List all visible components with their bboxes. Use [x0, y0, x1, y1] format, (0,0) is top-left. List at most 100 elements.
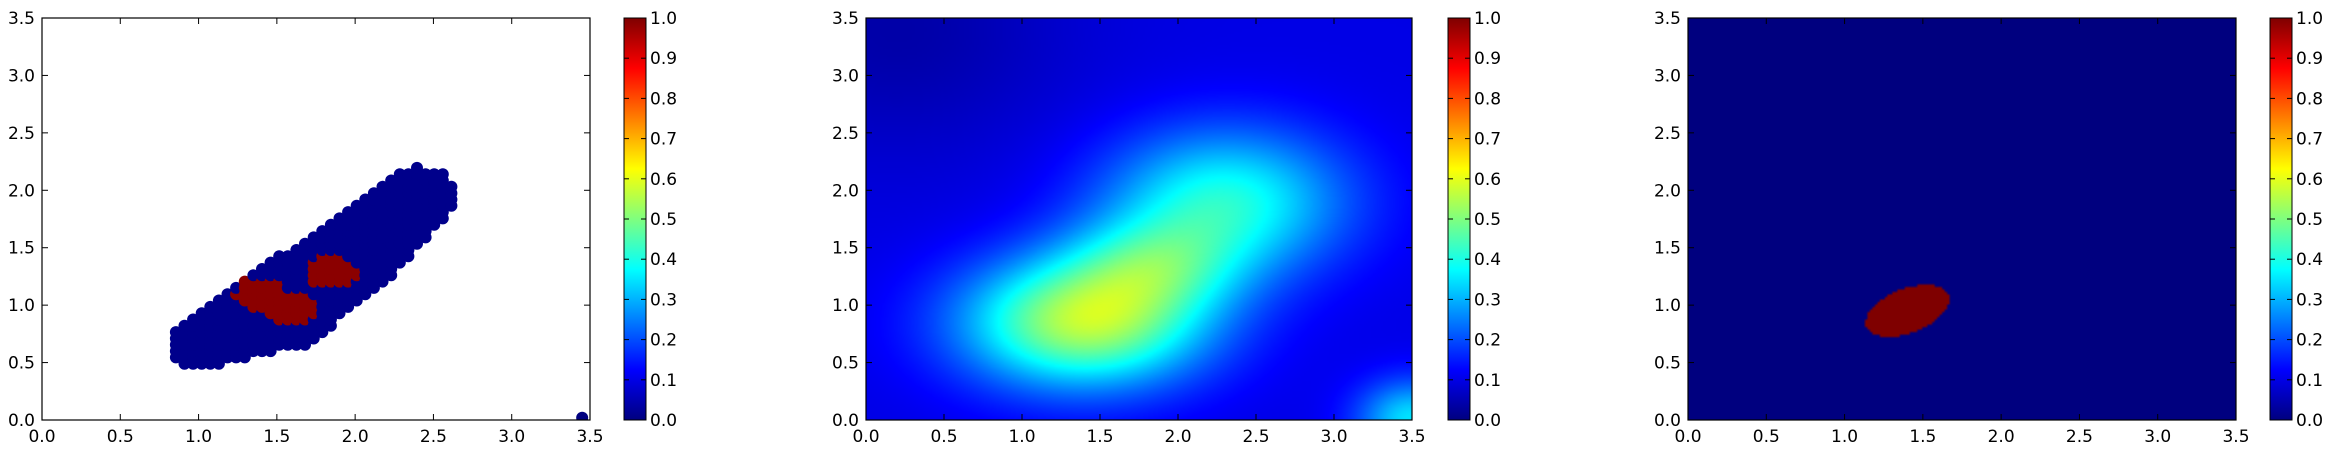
colorbar-tick-label: 0.7 [650, 130, 677, 150]
x-tick-label: 2.5 [2066, 427, 2093, 447]
point-low [402, 168, 415, 181]
y-tick-label: 2.5 [8, 124, 35, 144]
y-tick-label: 3.0 [832, 66, 859, 86]
point-low [204, 300, 217, 313]
subplot-2: 0.0 0.5 1.0 1.5 2.0 2.5 3.0 3.5 0.0 0.5 1.0 1.5 2.0 2… [832, 9, 1501, 447]
colorbar-tick-label: 0.5 [1474, 210, 1501, 230]
point-low [273, 250, 286, 263]
colorbar-tick-label: 0.9 [2296, 49, 2323, 69]
y-tick-label: 3.5 [832, 9, 859, 29]
axes-frame [865, 17, 1413, 421]
y-tick-label: 0.5 [8, 354, 35, 374]
x-tick-label: 2.5 [1242, 427, 1269, 447]
point-low [436, 168, 449, 181]
y-tick-label: 0.0 [8, 411, 35, 431]
colorbar-tick-label: 0.6 [650, 170, 677, 190]
colorbar-tick-label: 0.0 [2296, 411, 2323, 431]
y-tick-label: 2.5 [832, 124, 859, 144]
colorbar-tick-label: 0.6 [1474, 170, 1501, 190]
colorbar: 0.0 0.1 0.2 0.3 0.4 0.5 0.6 0.7 0.8 0.9 1.0 [2269, 9, 2323, 431]
x-tick-label: 3.0 [1320, 427, 1347, 447]
colorbar-tick-label: 0.6 [2296, 170, 2323, 190]
point-low [376, 180, 389, 193]
y-tick-label: 1.0 [832, 296, 859, 316]
heatmap-image [1688, 18, 2236, 420]
colorbar-tick-label: 0.3 [650, 290, 677, 310]
y-tick-label: 2.0 [1654, 181, 1681, 201]
point-low [264, 256, 277, 269]
x-tick-label: 0.5 [107, 427, 134, 447]
y-tick-label: 2.0 [8, 181, 35, 201]
colorbar-tick-label: 0.0 [650, 411, 677, 431]
point-low [359, 193, 372, 206]
colorbar-tick-label: 0.4 [1474, 250, 1501, 270]
subplot-3: 0.0 0.5 1.0 1.5 2.0 2.5 3.0 3.5 0.0 0.5 1.0 1.5 2.0 2… [1654, 9, 2323, 447]
y-tick-label: 0.0 [832, 411, 859, 431]
x-tick-label: 2.5 [420, 427, 447, 447]
point-low [307, 231, 320, 244]
x-tick-label: 3.5 [2222, 427, 2249, 447]
y-tick-label: 3.5 [8, 9, 35, 29]
colorbar-tick-label: 0.5 [2296, 210, 2323, 230]
point-low [385, 174, 398, 187]
x-tick-label: 1.0 [1831, 427, 1858, 447]
colorbar-tick-label: 0.8 [650, 89, 677, 109]
x-tick-label: 2.0 [1164, 427, 1191, 447]
point-low [428, 168, 441, 181]
colorbar-tick-label: 0.2 [1474, 331, 1501, 351]
point-low [221, 288, 234, 301]
point-low [324, 218, 337, 231]
colorbar-tick-label: 0.8 [2296, 89, 2323, 109]
colorbar-tick-label: 0.1 [650, 371, 677, 391]
colorbar-tick-label: 0.2 [2296, 331, 2323, 351]
point-low [178, 319, 191, 332]
colorbar-tick-label: 0.5 [650, 210, 677, 230]
x-tick-label: 1.0 [185, 427, 212, 447]
point-low [290, 244, 303, 256]
colorbar-tick-label: 1.0 [1474, 9, 1501, 29]
x-tick-label: 3.5 [576, 427, 603, 447]
subplot-1: 0.0 0.5 1.0 1.5 2.0 2.5 3.0 3.5 0.0 0.5 1.0 1.5 2.0 2… [8, 9, 677, 447]
colorbar-tick-label: 0.4 [650, 250, 677, 270]
colorbar-tick-label: 0.0 [1474, 411, 1501, 431]
y-tick-label: 1.0 [8, 296, 35, 316]
point-low [299, 237, 311, 250]
colorbar-tick-label: 0.7 [2296, 130, 2323, 150]
x-tick-label: 3.0 [498, 427, 525, 447]
x-tick-label: 1.5 [263, 427, 290, 447]
point-low [333, 212, 346, 225]
x-tick-label: 3.5 [1398, 427, 1425, 447]
axes-frame [1687, 17, 2237, 421]
colorbar-tick-label: 0.9 [1474, 49, 1501, 69]
point-low [187, 313, 200, 326]
x-tick-label: 2.0 [342, 427, 369, 447]
colorbar-tick-label: 0.1 [1474, 371, 1501, 391]
y-tick-label: 3.0 [1654, 66, 1681, 86]
colorbar-tick-label: 0.2 [650, 331, 677, 351]
point-low [230, 281, 243, 294]
x-tick-label: 2.0 [1988, 427, 2015, 447]
point-low [281, 250, 294, 263]
colorbar-tick-label: 0.4 [2296, 250, 2323, 270]
y-tick-label: 1.0 [1654, 296, 1681, 316]
colorbar: 0.0 0.1 0.2 0.3 0.4 0.5 0.6 0.7 0.8 0.9 1.0 [623, 9, 677, 431]
x-tick-label: 3.0 [2144, 427, 2171, 447]
axes-frame [41, 17, 591, 421]
point-outlier [576, 411, 589, 420]
y-tick-label: 0.5 [1654, 354, 1681, 374]
y-tick-label: 3.0 [8, 66, 35, 86]
heatmap-image [866, 18, 1412, 420]
point-low [411, 161, 423, 174]
point-low [256, 263, 268, 275]
x-tick-label: 0.5 [930, 427, 957, 447]
x-tick-label: 0.0 [852, 427, 879, 447]
x-tick-label: 0.5 [1753, 427, 1780, 447]
point-low [195, 307, 208, 320]
point-low [393, 168, 406, 181]
y-tick-label: 2.5 [1654, 124, 1681, 144]
point-low [419, 168, 432, 181]
y-tick-label: 0.0 [1654, 411, 1681, 431]
x-tick-label: 1.5 [1086, 427, 1113, 447]
x-tick-label: 1.0 [1008, 427, 1035, 447]
